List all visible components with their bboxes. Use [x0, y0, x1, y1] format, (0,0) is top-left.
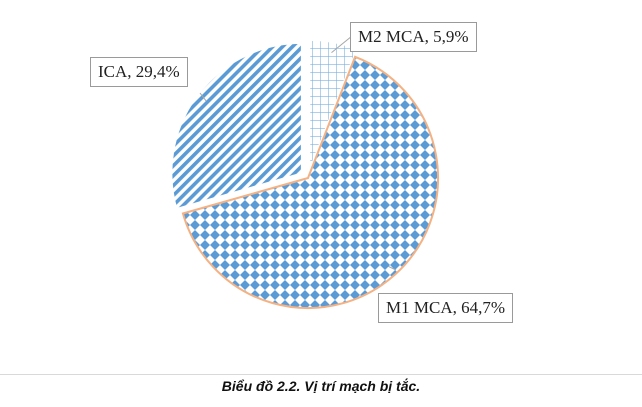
pie-slice-ica — [170, 42, 303, 210]
leader-line-ica — [199, 92, 207, 102]
figure-caption: Biểu đồ 2.2. Vị trí mạch bị tắc. — [221, 378, 421, 394]
pie-slice-m1-mca — [181, 55, 439, 309]
leader-line-m2-mca — [331, 35, 353, 53]
chart-area: M2 MCA, 5,9% ICA, 29,4% M1 MCA, 64,7% — [0, 22, 642, 375]
pie-chart — [170, 35, 439, 309]
data-label-ica: ICA, 29,4% — [90, 57, 188, 87]
data-label-m2-mca: M2 MCA, 5,9% — [350, 22, 477, 52]
data-label-m1-mca: M1 MCA, 64,7% — [378, 293, 514, 323]
leader-line-m1-mca — [388, 266, 397, 271]
